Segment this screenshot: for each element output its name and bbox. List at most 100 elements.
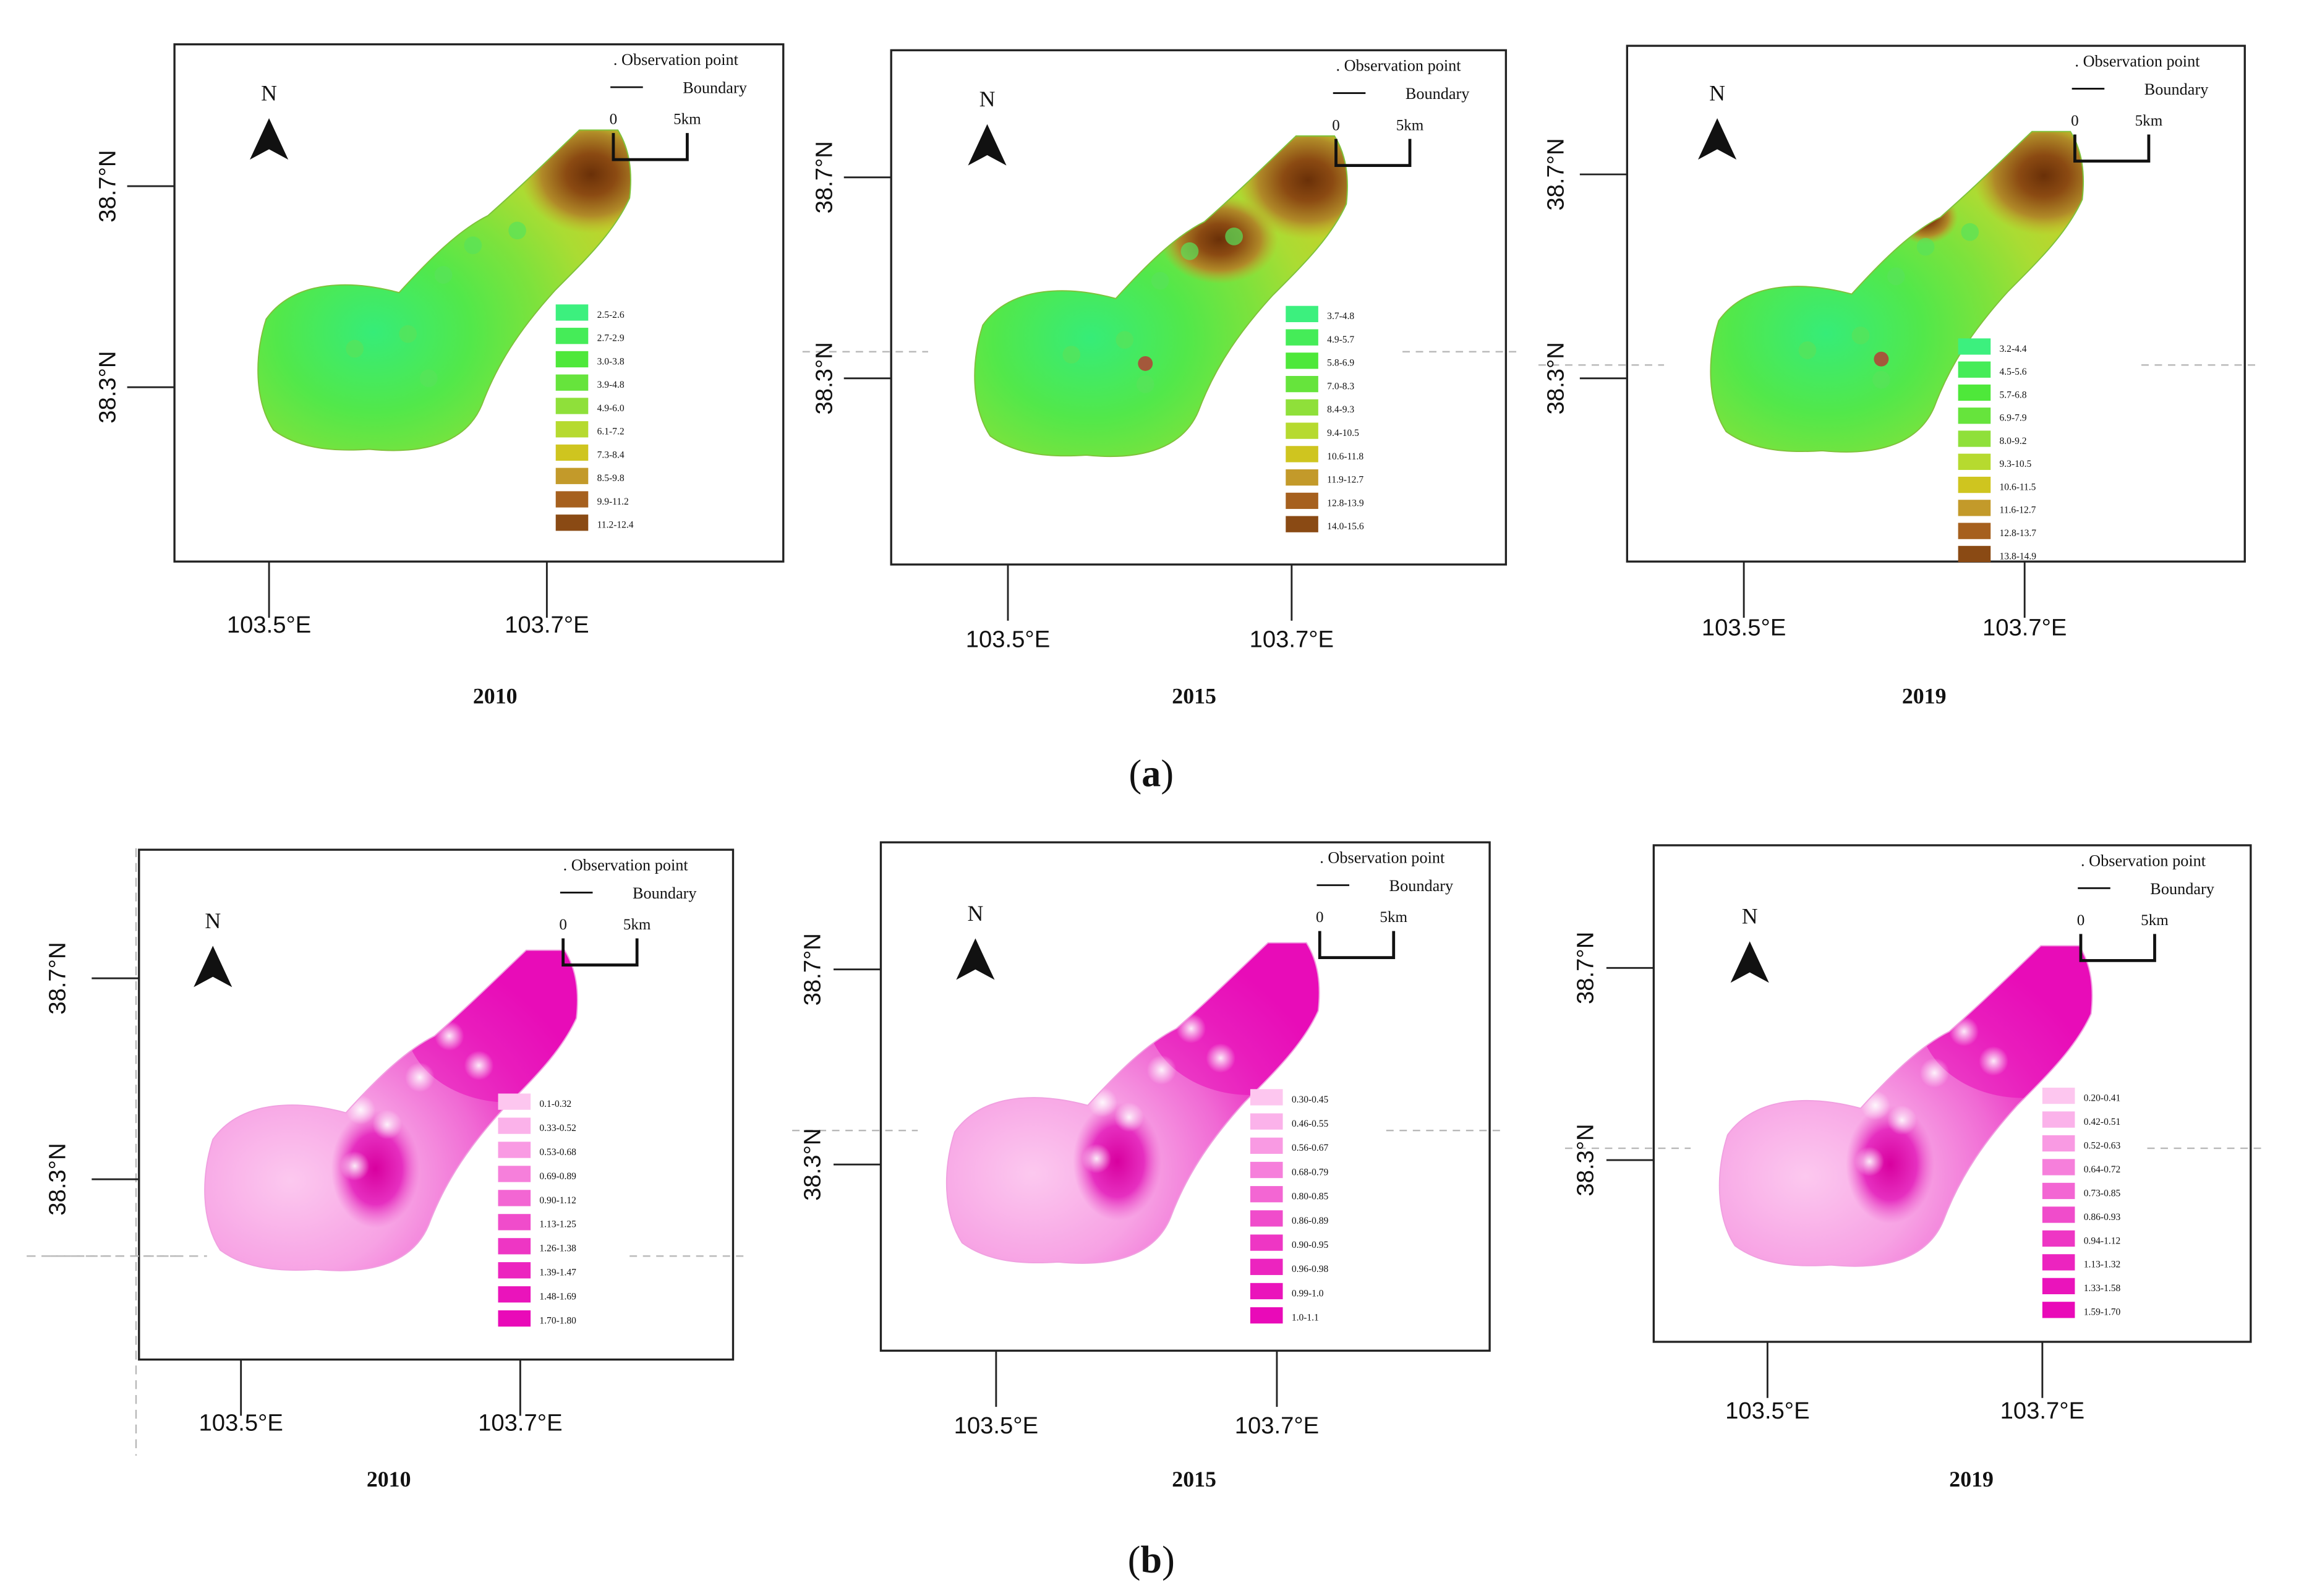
legend-class-label: 10.6-11.5 bbox=[2000, 482, 2036, 492]
panel-year-caption: 2019 bbox=[1949, 1467, 1994, 1491]
north-arrow-icon bbox=[194, 945, 233, 988]
legend-class-label: 8.4-9.3 bbox=[1327, 404, 1354, 415]
map-panel-b-2019: N . Observation point Boundary 0 5km 0.20-0.4… bbox=[1564, 844, 2266, 1491]
observation-point bbox=[1062, 346, 1081, 364]
observation-point bbox=[419, 369, 438, 388]
legend-class-label: 5.7-6.8 bbox=[2000, 390, 2027, 400]
legend-swatch bbox=[2042, 1302, 2075, 1318]
lon-label-103-5: 103.5°E bbox=[1725, 1398, 1809, 1424]
scale-bar bbox=[1334, 139, 1412, 168]
legend-class-label: 0.94-1.12 bbox=[2084, 1235, 2120, 1246]
legend-swatch bbox=[555, 467, 589, 484]
scale-bar bbox=[2079, 934, 2156, 962]
legend-class-label: 1.70-1.80 bbox=[539, 1316, 576, 1326]
map-frame bbox=[1626, 45, 2246, 563]
panel-year-caption: 2010 bbox=[473, 684, 518, 709]
legend-swatch bbox=[2042, 1135, 2075, 1152]
legend-class-label: 4.9-6.0 bbox=[597, 403, 625, 414]
label-close-paren: ) bbox=[1162, 1539, 1175, 1581]
legend-swatch bbox=[1286, 469, 1318, 486]
legend-swatch bbox=[498, 1286, 531, 1303]
region-fill bbox=[1710, 131, 2084, 452]
legend-class-label: 0.90-0.95 bbox=[1292, 1240, 1329, 1250]
legend-swatch bbox=[1286, 399, 1318, 416]
observation-point bbox=[434, 266, 453, 284]
legend-swatch bbox=[1286, 446, 1318, 463]
legend-swatch bbox=[498, 1214, 531, 1231]
label-close-paren: ) bbox=[1161, 753, 1174, 795]
legend-swatch bbox=[498, 1142, 531, 1158]
legend-class-label: 1.0-1.1 bbox=[1292, 1313, 1319, 1323]
legend-observation-point: . Observation point bbox=[563, 856, 689, 874]
legend-class-label: 0.96-0.98 bbox=[1292, 1264, 1329, 1274]
lon-label-103-7: 103.7°E bbox=[1235, 1412, 1319, 1439]
lon-label-103-7: 103.7°E bbox=[478, 1409, 562, 1436]
legend-swatch bbox=[555, 304, 589, 321]
legend-swatch bbox=[2042, 1206, 2075, 1223]
panel-year-caption: 2015 bbox=[1172, 1467, 1216, 1491]
legend-class-label: 1.33-1.58 bbox=[2084, 1283, 2121, 1294]
legend-boundary: Boundary bbox=[1406, 85, 1470, 103]
legend-swatch bbox=[555, 421, 589, 438]
legend-class-label: 4.9-5.7 bbox=[1327, 335, 1354, 345]
legend-swatch bbox=[1250, 1186, 1283, 1203]
lat-label-38-3: 38.3°N bbox=[44, 1143, 70, 1215]
observation-point bbox=[1136, 375, 1154, 393]
observation-point bbox=[1919, 1058, 1950, 1088]
legend-swatch bbox=[2042, 1087, 2075, 1104]
north-label: N bbox=[205, 908, 221, 933]
subfigure-label-a: (a) bbox=[1129, 753, 1174, 795]
north-label: N bbox=[261, 81, 277, 106]
observation-point bbox=[1860, 1090, 1890, 1120]
high-value-zone bbox=[1893, 190, 1958, 244]
study-region bbox=[945, 942, 1320, 1264]
map-panel-b-2015: N . Observation point Boundary 0 5km 0.30-0.4… bbox=[792, 841, 1504, 1491]
map-panel-a-2010: N . Observation point Boundary 0 5km 2.5-2.6 2… bbox=[95, 43, 785, 709]
legend-swatch bbox=[498, 1117, 531, 1134]
legend-swatch bbox=[1250, 1234, 1283, 1251]
legend-swatch bbox=[1958, 361, 1991, 378]
legend-swatch bbox=[498, 1190, 531, 1206]
legend-swatch bbox=[1958, 338, 1991, 355]
legend-class-label: 9.9-11.2 bbox=[597, 497, 629, 507]
legend-swatch bbox=[555, 491, 589, 508]
legend-swatch bbox=[1250, 1113, 1283, 1130]
legend-swatch bbox=[2042, 1182, 2075, 1200]
legend-class-label: 0.73-0.85 bbox=[2084, 1188, 2121, 1198]
scale-zero: 0 bbox=[559, 916, 567, 933]
legend-swatch bbox=[1286, 516, 1318, 532]
lon-label-103-5: 103.5°E bbox=[198, 1409, 283, 1436]
legend-class-label: 0.30-0.45 bbox=[1292, 1095, 1329, 1105]
legend-class-label: 14.0-15.6 bbox=[1327, 521, 1364, 532]
observation-point bbox=[1851, 326, 1870, 344]
label-letter: b bbox=[1141, 1539, 1163, 1581]
legend-swatch bbox=[555, 328, 589, 344]
legend-observation-point: . Observation point bbox=[2081, 851, 2206, 869]
legend-class-label: 0.20-0.41 bbox=[2084, 1093, 2120, 1103]
legend-class-label: 8.0-9.2 bbox=[2000, 436, 2027, 446]
north-arrow-icon bbox=[1698, 118, 1737, 160]
scale-distance: 5km bbox=[673, 111, 701, 128]
north-arrow-icon bbox=[956, 938, 995, 980]
observation-point bbox=[1798, 341, 1817, 359]
map-frame bbox=[1652, 844, 2252, 1343]
legend-class-label: 9.3-10.5 bbox=[2000, 459, 2032, 469]
lon-label-103-7: 103.7°E bbox=[505, 612, 589, 638]
legend-class-label: 0.1-0.32 bbox=[539, 1099, 571, 1109]
legend-boundary: Boundary bbox=[1389, 877, 1454, 895]
region-fill bbox=[975, 135, 1347, 457]
observation-point bbox=[1176, 1014, 1206, 1044]
legend-class-label: 2.7-2.9 bbox=[597, 333, 625, 344]
scale-distance: 5km bbox=[1380, 909, 1407, 926]
lat-label-38-7: 38.7°N bbox=[799, 933, 826, 1005]
observation-point bbox=[464, 1051, 494, 1080]
lat-label-38-3: 38.3°N bbox=[95, 351, 121, 423]
scale-zero: 0 bbox=[1316, 909, 1324, 926]
scale-distance: 5km bbox=[2135, 113, 2163, 129]
lon-label-103-7: 103.7°E bbox=[2000, 1398, 2084, 1424]
map-panel-b-2010: N . Observation point Boundary 0 5km 0.1-0.32… bbox=[27, 848, 748, 1491]
legend-swatch bbox=[1286, 352, 1318, 369]
region-fill bbox=[1719, 945, 2093, 1266]
observation-point bbox=[1225, 228, 1243, 245]
legend-observation-point: . Observation point bbox=[2075, 53, 2200, 70]
